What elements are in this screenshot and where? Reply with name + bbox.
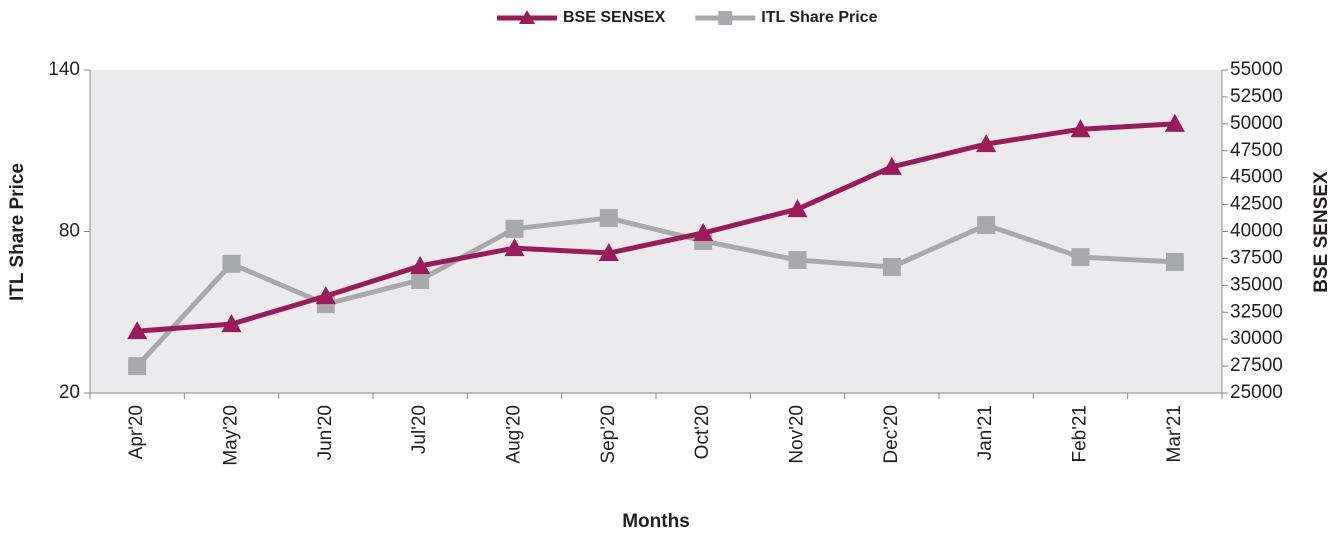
point — [598, 243, 619, 262]
y2-tick-label: 47500 — [1230, 140, 1283, 161]
x-tick-label: May'20 — [221, 405, 242, 466]
x-tick-label: Apr'20 — [126, 405, 147, 459]
y-axis-label: ITL Share Price — [7, 163, 28, 301]
point — [315, 286, 336, 305]
x-axis-label: Months — [622, 511, 690, 532]
point — [505, 219, 524, 238]
y2-tick-label: 42500 — [1230, 194, 1283, 215]
point — [882, 258, 901, 277]
y-tick-label: 20 — [59, 382, 80, 403]
x-tick-label: Jul'20 — [409, 405, 430, 454]
legend-label: BSE SENSEX — [563, 9, 666, 26]
point — [788, 251, 807, 270]
series-line — [136, 121, 1175, 334]
point — [221, 314, 242, 333]
point — [411, 270, 430, 289]
y2-tick-label: 25000 — [1230, 382, 1283, 403]
point — [128, 357, 147, 376]
point — [1071, 248, 1090, 267]
y2-tick-label: 52500 — [1230, 86, 1283, 107]
y2-tick-label: 30000 — [1230, 328, 1283, 349]
legend-marker — [718, 11, 733, 25]
x-tick-label: Oct'20 — [692, 405, 713, 459]
point — [410, 255, 431, 274]
point — [599, 209, 618, 228]
x-tick-label: Nov'20 — [787, 405, 808, 464]
x-tick-label: Jun'20 — [315, 405, 336, 460]
x-tick-label: Mar'21 — [1164, 405, 1185, 462]
point — [1164, 113, 1185, 132]
y2-tick-label: 27500 — [1230, 355, 1283, 376]
y2-tick-label: 35000 — [1230, 274, 1283, 295]
legend-label: ITL Share Price — [761, 9, 877, 26]
point — [881, 156, 902, 175]
point — [127, 321, 148, 340]
y2-tick-label: 45000 — [1230, 167, 1283, 188]
y2-tick-label: 32500 — [1230, 301, 1283, 322]
point — [1070, 119, 1091, 138]
y2-tick-label: 55000 — [1230, 59, 1283, 80]
x-tick-label: Jan'21 — [975, 405, 996, 460]
point — [977, 216, 996, 235]
legend-marker — [519, 10, 535, 24]
point — [222, 254, 241, 273]
x-tick-label: Feb'21 — [1070, 405, 1091, 463]
y2-tick-label: 37500 — [1230, 247, 1283, 268]
point — [976, 134, 997, 153]
point — [787, 199, 808, 218]
x-tick-label: Sep'20 — [598, 405, 619, 464]
y2-axis-label: BSE SENSEX — [1311, 171, 1332, 293]
y-tick-label: 140 — [48, 59, 80, 80]
point — [693, 223, 714, 242]
y2-tick-label: 40000 — [1230, 221, 1283, 242]
x-tick-label: Dec'20 — [881, 405, 902, 464]
point — [1165, 252, 1184, 271]
series-line — [135, 215, 1175, 368]
point — [504, 238, 525, 257]
y2-tick-label: 50000 — [1230, 113, 1283, 134]
x-tick-label: Aug'20 — [504, 405, 525, 464]
y-tick-label: 80 — [59, 221, 80, 242]
